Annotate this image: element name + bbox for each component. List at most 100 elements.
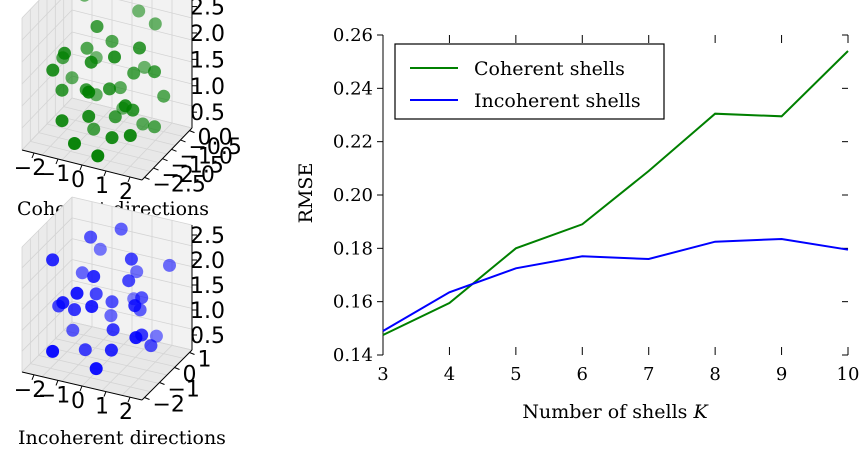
y-tick-label: 1: [198, 348, 212, 373]
scatter-point: [149, 329, 163, 343]
z-tick-label: 1.0: [190, 75, 225, 100]
z-tick-label: 1.5: [190, 48, 225, 73]
y-tick: [144, 397, 150, 400]
y-tick-label: 0.0: [198, 126, 233, 151]
scatter-point: [123, 129, 137, 142]
incoherent-3d-axes: [21, 225, 197, 403]
x-tick: [55, 380, 59, 386]
grid-line: [118, 0, 193, 19]
scatter-point: [124, 252, 138, 266]
x-tick-label: −1: [38, 162, 70, 187]
y-tick-label: 0.22: [333, 132, 373, 153]
y-tick-label: 0.18: [333, 238, 373, 259]
series-line-coherent-shells: [382, 50, 849, 336]
scatter-point: [91, 149, 105, 163]
y-tick: [153, 167, 159, 171]
scatter-point: [108, 110, 122, 124]
coherent-3d-points: [46, 0, 171, 163]
scatter-point: [65, 71, 79, 85]
y-tick-label: 0.24: [333, 78, 373, 99]
line-chart-x-ticks: 3 4 5 6 7 8 9 10: [377, 35, 859, 385]
x-tick-label: 6: [577, 364, 588, 385]
scatter-point: [148, 17, 162, 31]
scatter-point: [93, 242, 107, 256]
scatter-point: [106, 323, 120, 337]
scatter-point: [80, 41, 94, 55]
y-tick-label: 0: [183, 363, 197, 388]
scatter-point: [105, 34, 119, 48]
scatter-point: [108, 50, 121, 64]
scatter-point: [82, 109, 96, 123]
y-tick-label: −2.5: [153, 172, 206, 197]
scatter-point: [46, 253, 60, 267]
y-tick-label: −2: [153, 393, 185, 418]
y-tick-label: 0.26: [333, 25, 373, 46]
x-tick: [127, 397, 131, 403]
scatter-point: [55, 114, 69, 128]
scatter-point: [130, 265, 144, 279]
scatter-point: [84, 230, 98, 244]
coherent-3d-axes: [21, 0, 197, 183]
scatter-point: [127, 66, 141, 80]
grid-line: [21, 0, 62, 41]
x-axis-label: Number of shells K: [522, 401, 709, 423]
grid-line: [63, 329, 184, 359]
y-axis-line: [141, 349, 193, 401]
y-tick: [189, 130, 195, 134]
x-tick: [103, 170, 107, 177]
scatter-point: [78, 343, 92, 357]
scatter-point: [75, 266, 89, 280]
y-axis-label: RMSE: [295, 163, 317, 224]
y-tick-label: −1: [168, 378, 200, 403]
legend: Coherent shells Incoherent shells: [394, 43, 665, 120]
x-tick-label: 7: [643, 364, 654, 385]
y-tick: [162, 158, 168, 162]
scatter-point: [89, 362, 103, 376]
scatter-point: [85, 300, 99, 313]
y-tick-label: −0.5: [189, 135, 242, 160]
scatter-point: [129, 331, 143, 345]
x-tick-label: −2: [14, 378, 46, 403]
x-tick: [79, 385, 83, 392]
y-tick-label: −1.0: [180, 144, 233, 169]
y-tick-label: 0.14: [333, 345, 373, 366]
z-tick-label: 2.5: [190, 0, 225, 21]
x-tick-label: 1: [95, 174, 109, 199]
scatter-point: [113, 81, 127, 95]
scatter-point: [58, 46, 71, 60]
incoherent-directions-caption: Incoherent directions: [18, 427, 226, 449]
y-tick: [174, 367, 180, 370]
x-tick-label: 1: [95, 395, 109, 420]
x-tick: [31, 374, 35, 380]
grid-line: [21, 0, 40, 19]
scatter-point: [148, 65, 161, 79]
y-tick: [159, 382, 165, 385]
scatter-point: [56, 296, 70, 310]
scatter-point: [103, 82, 116, 96]
z-tick-label: 0.5: [190, 324, 225, 349]
grid-line: [71, 217, 193, 247]
scatter-point: [133, 41, 146, 55]
scatter-point: [84, 55, 98, 69]
scatter-point: [89, 287, 103, 301]
z-tick-label: 1.5: [190, 274, 225, 299]
coherent-3d-tick-labels: −2−1 0 1 2 −2.5−2.0−1.5−1.0−0.50.00.51.01.52…: [14, 0, 242, 205]
legend-label: Coherent shells: [474, 58, 625, 80]
x-tick: [55, 158, 59, 165]
legend-label: Incoherent shells: [474, 90, 641, 112]
scatter-point: [66, 323, 80, 337]
scatter-point: [104, 309, 118, 323]
line-chart-y-ticks: 0.14 0.16 0.18 0.20 0.22 0.24 0.26: [333, 25, 848, 366]
z-tick-label: 2.5: [190, 224, 225, 249]
legend-box: [394, 43, 665, 120]
scatter-point: [118, 99, 132, 113]
x-tick-label: 2: [119, 180, 133, 205]
scatter-point: [80, 0, 89, 2]
x-tick-label: 8: [709, 364, 720, 385]
scatter-point: [157, 89, 171, 103]
grid-line: [71, 196, 193, 226]
scatter-point: [90, 20, 104, 33]
